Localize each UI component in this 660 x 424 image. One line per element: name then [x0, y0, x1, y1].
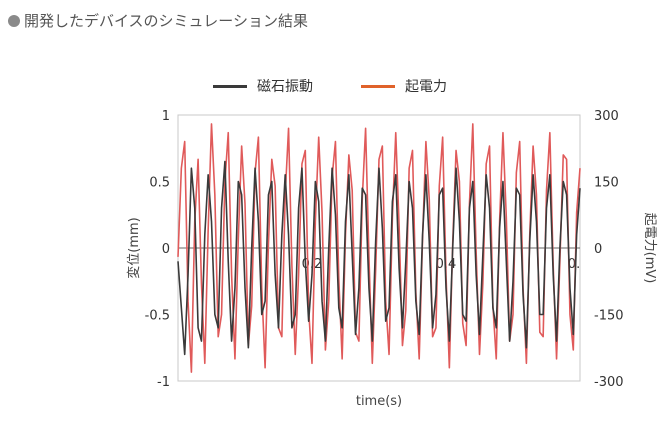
- legend-label-magnet-vibration: 磁石振動: [257, 79, 313, 95]
- bullet-circle-icon: [8, 14, 20, 27]
- left-axis-title: 変位(mm): [126, 217, 142, 278]
- right-axis-ticks: 300 150 0 -150 -300: [594, 109, 624, 390]
- x-axis-title: time(s): [356, 394, 402, 409]
- series-line-emf: [177, 123, 581, 373]
- right-tick-label: 150: [594, 176, 619, 191]
- legend-item-emf: 起電力: [361, 76, 447, 96]
- series-line-magnet-vibration: [177, 160, 581, 356]
- left-tick-label: -0.5: [145, 309, 170, 324]
- right-tick-label: 300: [594, 109, 619, 124]
- legend-swatch-emf: [361, 84, 395, 88]
- legend-label-emf: 起電力: [405, 79, 447, 95]
- left-tick-label: -1: [157, 375, 170, 390]
- left-tick-label: 1: [162, 109, 170, 124]
- legend-item-magnet-vibration: 磁石振動: [213, 76, 313, 96]
- right-tick-label: -300: [594, 375, 624, 390]
- chart-legend: 磁石振動 起電力: [0, 76, 660, 96]
- page-title: 開発したデバイスのシミュレーション結果: [8, 10, 308, 31]
- left-tick-label: 0: [162, 242, 170, 257]
- series-group: [177, 123, 581, 373]
- left-axis-ticks: 1 0.5 0 -0.5 -1: [145, 109, 170, 390]
- right-tick-label: 0: [594, 242, 602, 257]
- right-axis-title: 起電力(mV): [642, 213, 657, 284]
- left-tick-label: 0.5: [149, 176, 170, 191]
- x-tick-label: 0.: [568, 257, 580, 272]
- page-title-text: 開発したデバイスのシミュレーション結果: [24, 12, 308, 30]
- legend-swatch-magnet-vibration: [213, 84, 247, 88]
- right-tick-label: -150: [594, 309, 624, 324]
